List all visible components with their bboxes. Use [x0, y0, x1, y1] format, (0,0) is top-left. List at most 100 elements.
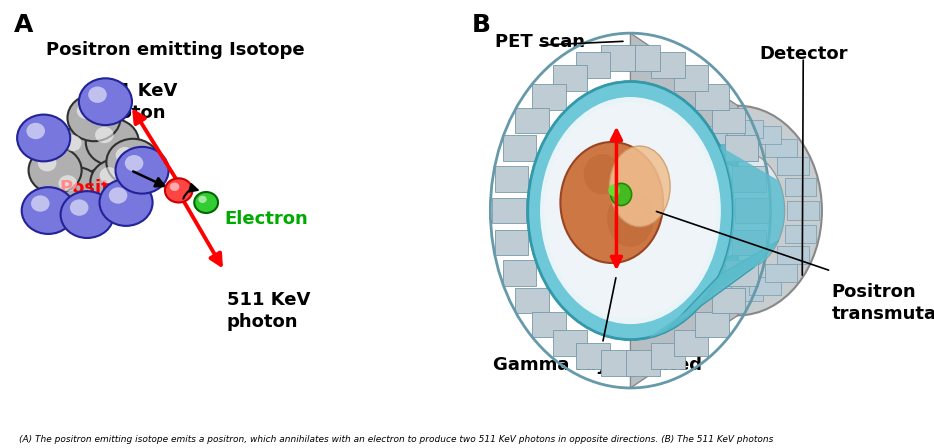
Text: A: A [14, 13, 34, 37]
FancyBboxPatch shape [749, 277, 781, 295]
Circle shape [77, 103, 95, 119]
FancyBboxPatch shape [713, 120, 744, 138]
FancyBboxPatch shape [731, 283, 763, 302]
Circle shape [17, 115, 70, 161]
Circle shape [116, 147, 169, 194]
Text: Detector: Detector [759, 45, 847, 63]
FancyBboxPatch shape [601, 350, 634, 376]
FancyBboxPatch shape [777, 157, 809, 175]
Circle shape [29, 147, 81, 194]
Circle shape [67, 95, 120, 141]
Text: 511 KeV
photon: 511 KeV photon [227, 291, 310, 332]
Polygon shape [666, 241, 778, 332]
Circle shape [54, 127, 106, 173]
Circle shape [50, 167, 102, 214]
Text: Gamma rays created: Gamma rays created [493, 356, 702, 374]
FancyBboxPatch shape [659, 225, 691, 243]
Circle shape [61, 191, 114, 238]
Circle shape [91, 159, 144, 206]
FancyBboxPatch shape [695, 277, 727, 295]
Circle shape [63, 135, 81, 151]
FancyBboxPatch shape [695, 311, 729, 337]
FancyBboxPatch shape [674, 331, 708, 356]
Circle shape [70, 199, 89, 216]
Ellipse shape [654, 106, 822, 315]
Circle shape [100, 167, 119, 184]
Text: 511 KeV
photon: 511 KeV photon [94, 82, 177, 122]
FancyBboxPatch shape [651, 344, 685, 369]
FancyBboxPatch shape [725, 260, 758, 286]
Text: (A) The positron emitting isotope emits a positron, which annihilates with an el: (A) The positron emitting isotope emits … [19, 435, 773, 444]
FancyBboxPatch shape [659, 178, 691, 196]
Ellipse shape [560, 142, 663, 263]
FancyBboxPatch shape [553, 331, 587, 356]
FancyBboxPatch shape [492, 198, 526, 224]
Circle shape [86, 119, 139, 165]
Polygon shape [630, 253, 738, 340]
Ellipse shape [608, 185, 620, 196]
Circle shape [125, 155, 144, 172]
Circle shape [95, 127, 114, 143]
Circle shape [78, 78, 132, 125]
FancyBboxPatch shape [667, 157, 699, 175]
Circle shape [38, 155, 56, 172]
Circle shape [26, 123, 45, 139]
FancyBboxPatch shape [657, 202, 688, 220]
Circle shape [21, 187, 75, 234]
FancyBboxPatch shape [695, 84, 729, 110]
Circle shape [106, 139, 160, 185]
FancyBboxPatch shape [516, 108, 549, 134]
FancyBboxPatch shape [502, 135, 536, 161]
FancyBboxPatch shape [777, 246, 809, 264]
FancyBboxPatch shape [787, 202, 819, 220]
FancyBboxPatch shape [785, 225, 816, 243]
FancyBboxPatch shape [785, 178, 816, 196]
Text: Electron: Electron [224, 210, 308, 228]
Circle shape [116, 147, 134, 164]
Circle shape [194, 192, 218, 213]
Circle shape [31, 195, 50, 212]
Circle shape [170, 182, 179, 191]
FancyBboxPatch shape [713, 283, 744, 302]
Ellipse shape [540, 97, 721, 324]
Circle shape [59, 175, 77, 192]
Text: Positron
transmutation: Positron transmutation [831, 283, 934, 323]
Polygon shape [630, 33, 738, 150]
FancyBboxPatch shape [749, 126, 781, 144]
FancyBboxPatch shape [725, 135, 758, 161]
Polygon shape [630, 271, 738, 388]
FancyBboxPatch shape [532, 84, 566, 110]
FancyBboxPatch shape [651, 52, 685, 78]
Polygon shape [630, 82, 738, 168]
Circle shape [165, 178, 192, 202]
FancyBboxPatch shape [731, 120, 763, 138]
FancyBboxPatch shape [532, 311, 566, 337]
FancyBboxPatch shape [732, 166, 766, 192]
FancyBboxPatch shape [679, 139, 711, 157]
Circle shape [88, 86, 106, 103]
FancyBboxPatch shape [627, 45, 660, 71]
FancyBboxPatch shape [576, 344, 610, 369]
Text: Positron emitting Isotope: Positron emitting Isotope [46, 41, 304, 59]
FancyBboxPatch shape [679, 264, 711, 282]
FancyBboxPatch shape [735, 198, 769, 224]
FancyBboxPatch shape [553, 65, 587, 90]
Text: PET scan: PET scan [495, 33, 585, 51]
FancyBboxPatch shape [502, 260, 536, 286]
FancyBboxPatch shape [495, 229, 529, 255]
Ellipse shape [584, 154, 621, 194]
FancyBboxPatch shape [695, 126, 727, 144]
Polygon shape [648, 146, 785, 338]
FancyBboxPatch shape [765, 264, 797, 282]
FancyBboxPatch shape [712, 108, 745, 134]
Ellipse shape [691, 150, 785, 271]
Ellipse shape [545, 102, 716, 319]
Ellipse shape [528, 82, 733, 340]
FancyBboxPatch shape [667, 246, 699, 264]
FancyBboxPatch shape [576, 52, 610, 78]
FancyBboxPatch shape [495, 166, 529, 192]
FancyBboxPatch shape [712, 288, 745, 314]
FancyBboxPatch shape [601, 45, 634, 71]
FancyBboxPatch shape [732, 229, 766, 255]
FancyBboxPatch shape [516, 288, 549, 314]
